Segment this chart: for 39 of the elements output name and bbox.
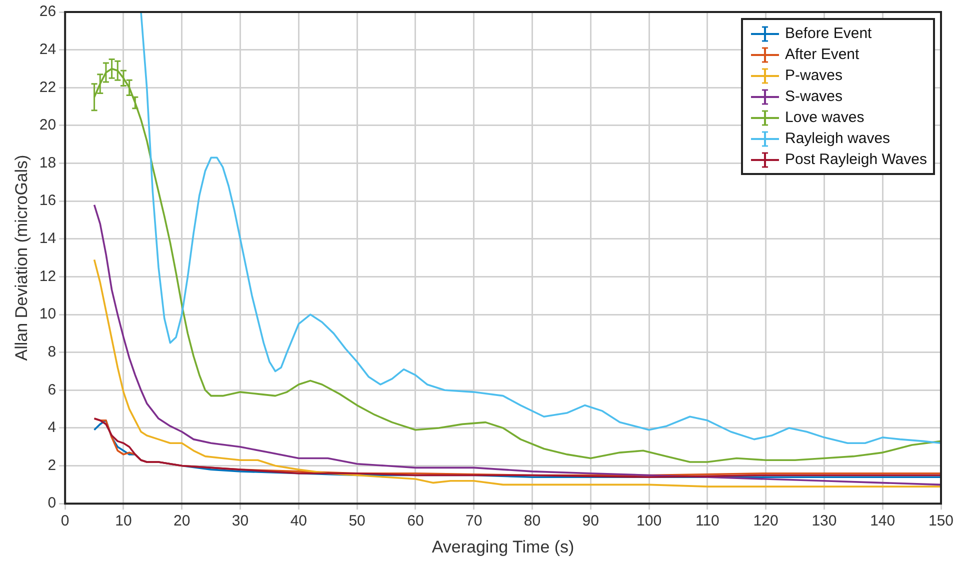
y-tick-label: 4 <box>48 419 56 436</box>
x-axis-title: Averaging Time (s) <box>432 537 574 556</box>
legend-label: Love waves <box>784 109 864 126</box>
x-tick-label: 20 <box>174 512 190 530</box>
x-tick-label: 90 <box>582 512 599 530</box>
x-tick-label: 150 <box>928 512 954 530</box>
y-tick-label: 20 <box>39 116 56 134</box>
x-tick-label: 60 <box>407 512 424 530</box>
x-tick-label: 80 <box>524 512 541 530</box>
x-tick-label: 110 <box>695 512 720 530</box>
legend-label: After Event <box>784 46 860 63</box>
y-tick-label: 6 <box>48 381 56 398</box>
y-tick-label: 0 <box>48 494 56 512</box>
y-tick-label: 10 <box>39 306 56 323</box>
x-tick-label: 10 <box>115 512 132 530</box>
legend-label: Post Rayleigh Waves <box>784 151 927 168</box>
x-tick-label: 120 <box>753 512 778 530</box>
y-tick-label: 14 <box>39 230 56 248</box>
y-tick-label: 8 <box>48 343 56 360</box>
legend-label: Rayleigh waves <box>784 130 890 147</box>
legend-label: Before Event <box>784 25 872 42</box>
x-tick-label: 70 <box>466 512 482 530</box>
x-tick-label: 0 <box>60 512 70 530</box>
y-tick-label: 22 <box>39 78 56 96</box>
x-tick-label: 50 <box>348 512 366 530</box>
y-tick-label: 18 <box>39 154 56 172</box>
legend-label: S-waves <box>784 88 843 105</box>
y-tick-label: 2 <box>48 456 56 474</box>
legend-label: P-waves <box>784 67 843 84</box>
y-tick-label: 26 <box>39 3 56 20</box>
x-tick-label: 100 <box>636 512 662 530</box>
x-tick-label: 40 <box>290 512 308 530</box>
x-tick-label: 30 <box>232 512 249 530</box>
y-tick-label: 24 <box>39 40 56 58</box>
y-tick-label: 12 <box>39 268 56 285</box>
x-tick-label: 130 <box>812 512 837 530</box>
y-axis-title: Allan Deviation (microGals) <box>12 154 31 361</box>
x-tick-label: 140 <box>870 512 896 530</box>
y-tick-label: 16 <box>39 192 56 210</box>
